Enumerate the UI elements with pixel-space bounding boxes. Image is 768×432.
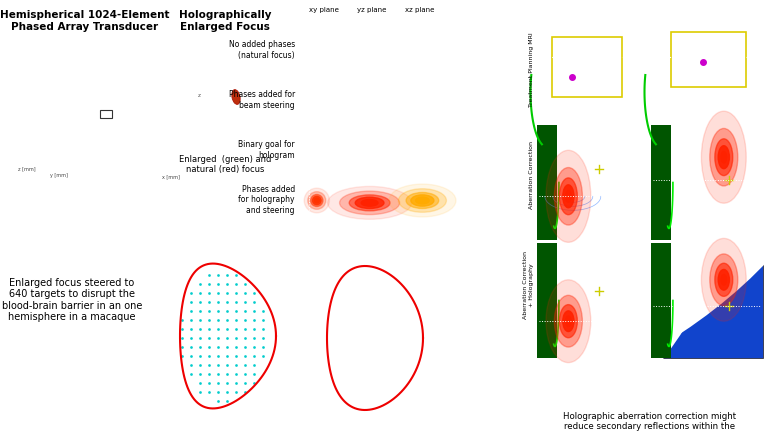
Ellipse shape (315, 96, 319, 100)
Ellipse shape (312, 93, 322, 103)
Bar (301, 28, 347, 73)
Text: Phases added
for holography
and steering: Phases added for holography and steering (239, 185, 295, 215)
Bar (298, 218, 433, 423)
Bar (671, 125, 763, 240)
Bar (537, 125, 557, 240)
Ellipse shape (565, 316, 571, 326)
Bar (557, 243, 649, 358)
Ellipse shape (418, 46, 422, 50)
Ellipse shape (559, 178, 578, 215)
Bar (349, 28, 395, 73)
Bar (397, 28, 443, 73)
Ellipse shape (36, 0, 612, 432)
Ellipse shape (367, 46, 372, 50)
Ellipse shape (421, 98, 441, 118)
Ellipse shape (319, 43, 329, 53)
Ellipse shape (563, 185, 574, 208)
Ellipse shape (232, 89, 240, 105)
Bar (396, 27, 444, 74)
Text: Treatment Planning MRI: Treatment Planning MRI (529, 33, 534, 108)
Ellipse shape (314, 198, 319, 203)
Ellipse shape (410, 38, 430, 58)
Bar (671, 243, 763, 358)
Bar (651, 125, 763, 240)
Ellipse shape (5, 0, 739, 432)
Bar (651, 125, 671, 240)
Ellipse shape (313, 95, 320, 102)
Bar (557, 125, 649, 240)
Ellipse shape (225, 73, 247, 121)
Bar (349, 78, 395, 123)
Ellipse shape (339, 191, 399, 215)
Ellipse shape (349, 195, 390, 211)
Bar (301, 178, 347, 223)
Ellipse shape (554, 295, 582, 347)
Ellipse shape (710, 254, 738, 306)
Bar (537, 243, 649, 358)
Bar (301, 78, 347, 123)
Ellipse shape (425, 103, 435, 112)
Ellipse shape (306, 87, 328, 109)
Ellipse shape (355, 197, 384, 209)
Bar (300, 177, 348, 224)
Text: xy plane: xy plane (309, 7, 339, 13)
Text: Holographically
Enlarged Focus: Holographically Enlarged Focus (179, 10, 271, 32)
Ellipse shape (411, 195, 434, 206)
Ellipse shape (313, 38, 335, 59)
Bar (537, 243, 557, 358)
Ellipse shape (367, 96, 372, 100)
Text: Holographic aberration correction might
reduce secondary reflections within the
: Holographic aberration correction might … (564, 412, 737, 432)
Ellipse shape (304, 188, 329, 213)
Ellipse shape (715, 263, 733, 296)
Ellipse shape (429, 105, 432, 110)
Text: Phases added for
beam steering: Phases added for beam steering (229, 90, 295, 110)
Ellipse shape (715, 139, 733, 175)
Text: z: z (198, 93, 201, 98)
Text: Hemispherical 1024-Element
Phased Array Transducer: Hemispherical 1024-Element Phased Array … (0, 10, 170, 32)
Ellipse shape (366, 44, 373, 52)
Ellipse shape (313, 196, 321, 205)
Ellipse shape (416, 45, 423, 51)
Ellipse shape (701, 111, 746, 203)
Text: Aberration Correction
+ Holography: Aberration Correction + Holography (523, 251, 534, 319)
Ellipse shape (423, 101, 438, 114)
Bar (651, 2, 763, 122)
Text: No added phases
(natural focus): No added phases (natural focus) (229, 40, 295, 60)
Ellipse shape (546, 280, 591, 362)
Ellipse shape (320, 44, 328, 52)
Ellipse shape (364, 93, 375, 103)
Bar (397, 178, 443, 223)
Bar (397, 78, 443, 123)
Ellipse shape (399, 189, 446, 212)
Ellipse shape (362, 91, 377, 106)
Bar (348, 77, 396, 124)
Ellipse shape (413, 41, 427, 55)
Ellipse shape (364, 43, 375, 53)
Ellipse shape (701, 238, 746, 321)
Ellipse shape (311, 194, 323, 206)
Ellipse shape (316, 41, 332, 56)
Ellipse shape (406, 193, 439, 209)
Ellipse shape (710, 128, 738, 186)
Ellipse shape (359, 87, 380, 109)
Ellipse shape (415, 43, 425, 53)
Ellipse shape (359, 38, 380, 59)
Bar (552, 37, 622, 97)
Bar (348, 27, 396, 74)
Bar (148, 218, 283, 423)
Ellipse shape (308, 192, 326, 210)
Bar (300, 27, 348, 74)
Ellipse shape (309, 91, 325, 106)
Bar (396, 177, 444, 224)
Ellipse shape (546, 150, 591, 242)
Bar (651, 243, 671, 358)
Text: xz plane: xz plane (406, 7, 435, 13)
Text: Enlarged  (green) and
natural (red) focus: Enlarged (green) and natural (red) focus (179, 155, 271, 175)
Bar (396, 127, 444, 174)
Ellipse shape (415, 197, 429, 204)
Text: Aberration Correction: Aberration Correction (529, 141, 534, 209)
Text: y [mm]: y [mm] (50, 173, 68, 178)
Bar (300, 77, 348, 124)
Ellipse shape (366, 95, 373, 102)
